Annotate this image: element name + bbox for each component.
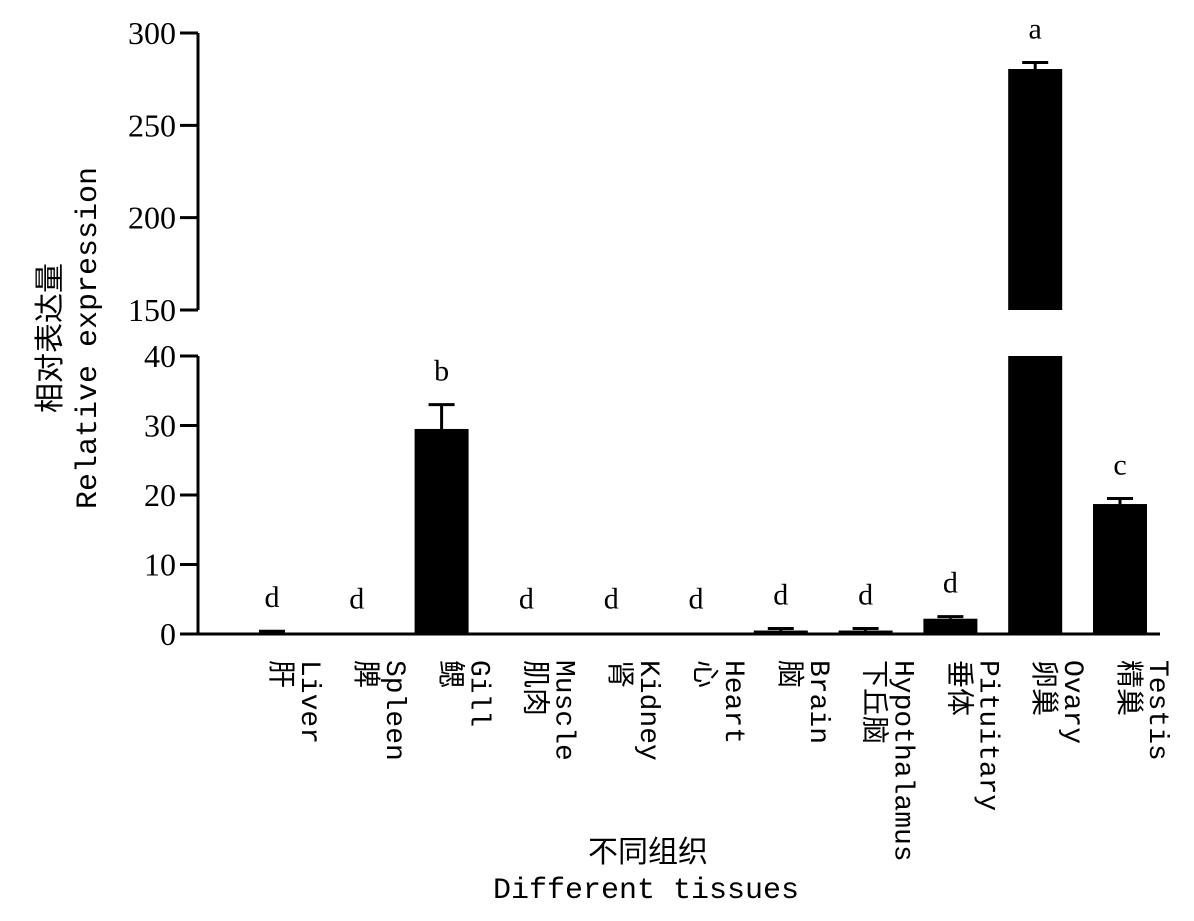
labels-group: 0 10 20 30 40 150 200 250 300 d 肝Liver d 脾Spleen b 鳃Gi… (33, 13, 1172, 908)
significance-label: d (943, 567, 958, 600)
x-category-label-cn: 精巢 (1111, 660, 1145, 716)
x-category-label: 精巢Testis (1111, 660, 1172, 761)
x-category-label-cn: 肝 (263, 660, 295, 688)
x-category-label: 肌肉Muscle (517, 660, 578, 761)
x-category-label-en: Hypothalamus (887, 660, 918, 862)
x-category-label: 垂体Pituitary (941, 660, 1002, 811)
x-category-label-cn: 鳃 (433, 660, 467, 688)
bar (1008, 356, 1063, 634)
x-category-label-en: Liver (293, 660, 324, 744)
y-tick-label: 300 (128, 15, 176, 51)
y-tick-label: 40 (144, 338, 176, 374)
significance-label: c (1113, 448, 1126, 481)
x-category-label: 心Heart (687, 660, 748, 744)
significance-label: a (1029, 13, 1042, 46)
x-category-label-cn: 下丘脑 (857, 660, 891, 744)
x-category-label: 肾Kidney (602, 660, 663, 761)
x-axis-title-en: Different tissues (493, 874, 799, 908)
y-tick-label: 250 (128, 107, 176, 143)
significance-label: d (349, 583, 364, 616)
x-category-label-cn: 卵巢 (1026, 660, 1060, 716)
significance-label: b (434, 355, 449, 388)
y-tick-label: 200 (128, 200, 176, 236)
x-category-label-cn: 肌肉 (517, 660, 551, 716)
axes-group (180, 31, 1160, 636)
x-category-label: 脑Brain (772, 660, 833, 744)
y-tick-label: 10 (144, 547, 176, 583)
x-category-label-cn: 肾 (602, 660, 635, 688)
bars-group (245, 61, 1147, 636)
bar (753, 630, 808, 634)
bar (414, 428, 469, 634)
x-category-label-en: Heart (717, 660, 748, 744)
significance-label: d (689, 583, 704, 616)
significance-label: d (773, 578, 788, 611)
x-category-label-en: Kidney (632, 660, 663, 761)
x-category-label-en: Gill (463, 660, 494, 727)
x-category-label: 卵巢Ovary (1026, 660, 1087, 744)
x-category-label: 下丘脑Hypothalamus (857, 660, 918, 862)
bar-upper-segment (1008, 69, 1063, 310)
y-tick-label: 20 (144, 477, 176, 513)
significance-label: d (519, 583, 534, 616)
x-axis-title-cn: 不同组织 (588, 835, 708, 870)
y-tick-label: 150 (128, 292, 176, 328)
x-category-label-en: Spleen (378, 660, 409, 761)
x-category-label-en: Testis (1141, 660, 1172, 761)
bar (838, 630, 893, 634)
x-category-label-cn: 垂体 (941, 660, 975, 716)
y-tick-label: 30 (144, 408, 176, 444)
x-category-label: 鳃Gill (433, 660, 494, 727)
significance-label: d (265, 581, 280, 614)
x-category-label-en: Ovary (1056, 660, 1087, 744)
x-category-label-cn: 脑 (772, 660, 806, 688)
x-category-label-cn: 心 (687, 660, 720, 688)
x-category-label-en: Muscle (547, 660, 578, 761)
significance-label: d (858, 578, 873, 611)
significance-label: d (604, 583, 619, 616)
x-category-label-cn: 脾 (348, 660, 382, 688)
x-category-label-en: Pituitary (971, 660, 1002, 811)
bar (923, 618, 978, 634)
y-axis-title-cn: 相对表达量 (33, 263, 68, 413)
y-axis-title-en: Relative expression (72, 167, 106, 509)
bar (1093, 504, 1147, 634)
x-category-label: 脾Spleen (348, 660, 409, 761)
x-category-label-en: Brain (802, 660, 833, 744)
x-category-label: 肝Liver (263, 660, 324, 744)
y-tick-label: 0 (160, 616, 176, 652)
